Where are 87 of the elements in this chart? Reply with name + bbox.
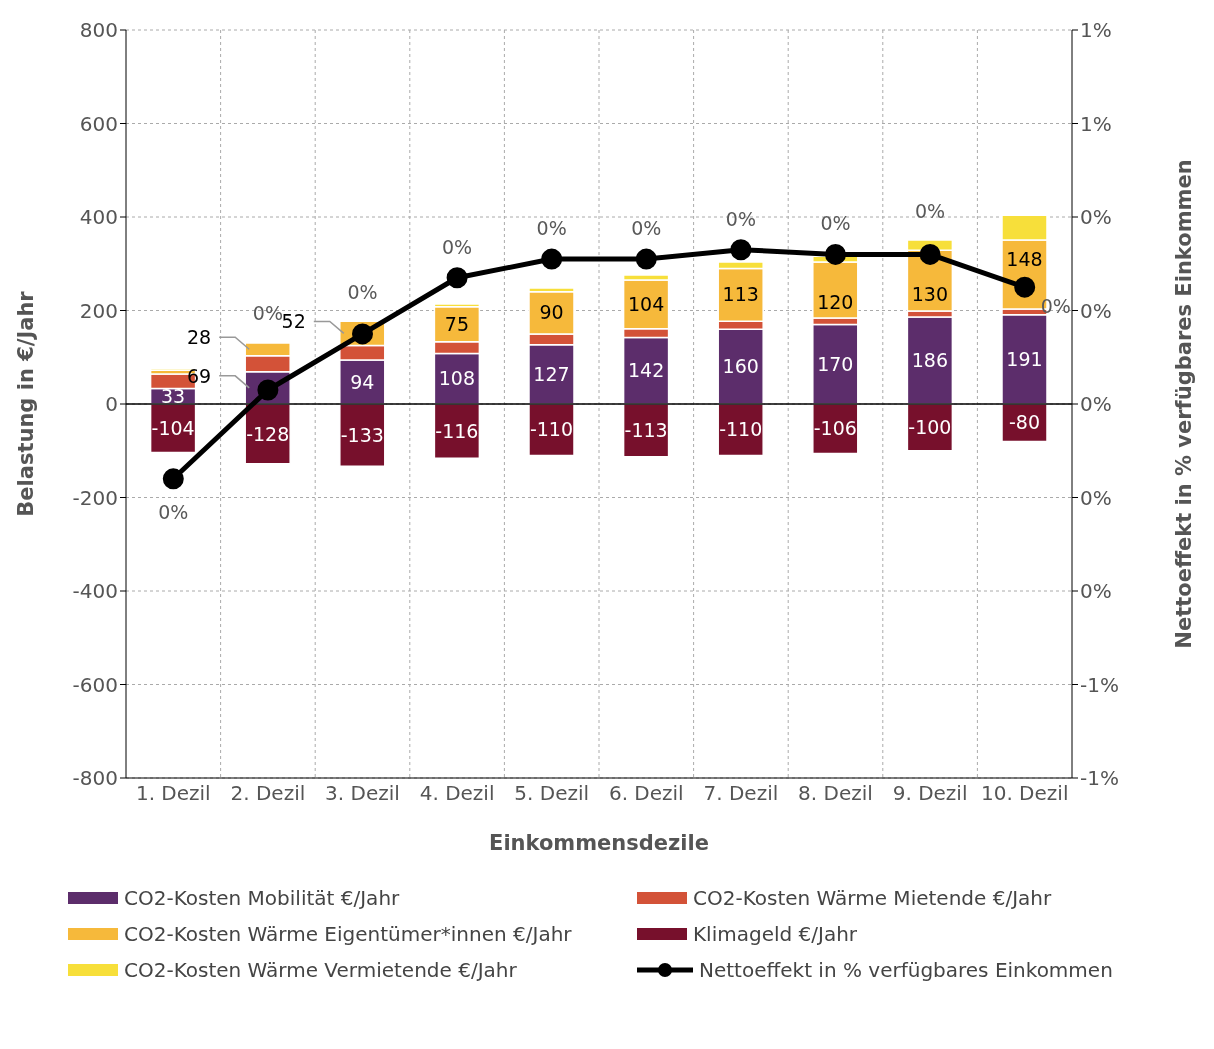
data-label: 33 [161, 384, 186, 407]
data-label: -80 [1008, 411, 1041, 434]
y2-tick-label: 1% [1080, 18, 1112, 43]
data-label: 0% [536, 217, 567, 240]
data-label: 90 [539, 301, 564, 324]
data-label: 104 [627, 293, 665, 316]
data-label: 130 [911, 282, 949, 305]
legend-label: CO2-Kosten Wärme Mietende €/Jahr [693, 886, 1052, 910]
x-tick-label: 8. Dezil [798, 781, 873, 806]
y-axis-title: Belastung in €/Jahr [14, 290, 39, 517]
x-tick-label: 3. Dezil [325, 781, 400, 806]
y-tick-label: 800 [79, 18, 118, 43]
y2-axis-title: Nettoeffekt in % verfügbares Einkommen [1172, 159, 1197, 649]
bar [339, 403, 386, 467]
bar [1001, 313, 1048, 405]
point [825, 243, 846, 265]
y2-tick-label: 0% [1080, 298, 1112, 323]
point [162, 468, 184, 490]
data-label: 28 [187, 325, 212, 348]
data-label: 69 [187, 364, 212, 387]
y-tick-label: 200 [79, 298, 118, 323]
data-label: -100 [908, 416, 952, 439]
data-label: -128 [246, 422, 290, 445]
legend-label: CO2-Kosten Wärme Vermietende €/Jahr [124, 958, 517, 982]
data-label: 0% [442, 235, 473, 258]
data-label: -110 [719, 418, 763, 441]
y2-tick-label: 0% [1080, 485, 1112, 510]
data-label: -110 [529, 418, 574, 441]
y2-tick-label: 0% [1080, 205, 1112, 230]
y2-tick-label: 0% [1080, 579, 1112, 604]
y-tick-label: -400 [72, 579, 118, 604]
point [730, 239, 752, 261]
data-label: 108 [438, 367, 476, 390]
data-label: 127 [533, 362, 570, 385]
data-label: 52 [281, 310, 306, 333]
y2-tick-label: -1% [1080, 672, 1119, 697]
data-label: 160 [722, 355, 759, 378]
data-label: 0% [252, 302, 283, 325]
data-label: 0% [347, 280, 378, 303]
y-tick-label: 0 [105, 392, 118, 417]
point [1014, 276, 1036, 298]
data-label: -113 [624, 419, 668, 442]
data-label: -104 [151, 416, 195, 439]
legend-label: Klimageld €/Jahr [693, 922, 858, 946]
x-tick-label: 10. Dezil [980, 781, 1069, 806]
x-axis-title: Einkommensdezile [489, 831, 709, 855]
data-label: 0% [725, 207, 756, 230]
legend-label: CO2-Kosten Wärme Eigentümer*innen €/Jahr [124, 922, 572, 946]
legend-label: CO2-Kosten Mobilität €/Jahr [124, 886, 400, 910]
data-label: 148 [1006, 247, 1043, 270]
y2-tick-label: -1% [1080, 766, 1119, 791]
data-label: 120 [817, 290, 854, 313]
data-label: -133 [340, 423, 384, 446]
y-tick-label: -600 [72, 672, 118, 697]
data-label: 75 [444, 312, 469, 335]
y-tick-label: 600 [79, 111, 118, 136]
data-label: 191 [1006, 348, 1043, 370]
x-tick-label: 2. Dezil [230, 781, 306, 806]
data-label: 0% [820, 212, 851, 235]
point [635, 248, 657, 270]
data-label: 142 [627, 359, 665, 382]
point [541, 248, 563, 270]
data-label: 170 [817, 352, 854, 375]
point [919, 243, 941, 265]
bar [812, 323, 859, 405]
data-label: 0% [1040, 295, 1071, 318]
data-label: 186 [911, 349, 949, 372]
x-tick-label: 5. Dezil [514, 781, 590, 806]
x-tick-label: 6. Dezil [608, 781, 684, 806]
data-label: -116 [435, 419, 479, 442]
data-label: 0% [158, 500, 189, 523]
data-label: 113 [722, 283, 759, 306]
y2-tick-label: 0% [1080, 392, 1112, 417]
x-tick-label: 7. Dezil [703, 781, 779, 806]
x-tick-label: 9. Dezil [892, 781, 968, 806]
y-tick-label: -800 [72, 766, 118, 791]
y-tick-label: 400 [79, 205, 118, 230]
x-tick-label: 4. Dezil [419, 781, 495, 806]
y-tick-label: -200 [72, 485, 118, 510]
legend-label: Nettoeffekt in % verfügbares Einkommen [699, 958, 1113, 982]
x-tick-label: 1. Dezil [135, 781, 211, 806]
y2-tick-label: 1% [1080, 111, 1112, 136]
data-label: 94 [350, 370, 375, 393]
data-label: 0% [915, 199, 946, 222]
data-label: 0% [631, 217, 662, 240]
point [446, 267, 468, 289]
data-label: -106 [813, 417, 857, 440]
